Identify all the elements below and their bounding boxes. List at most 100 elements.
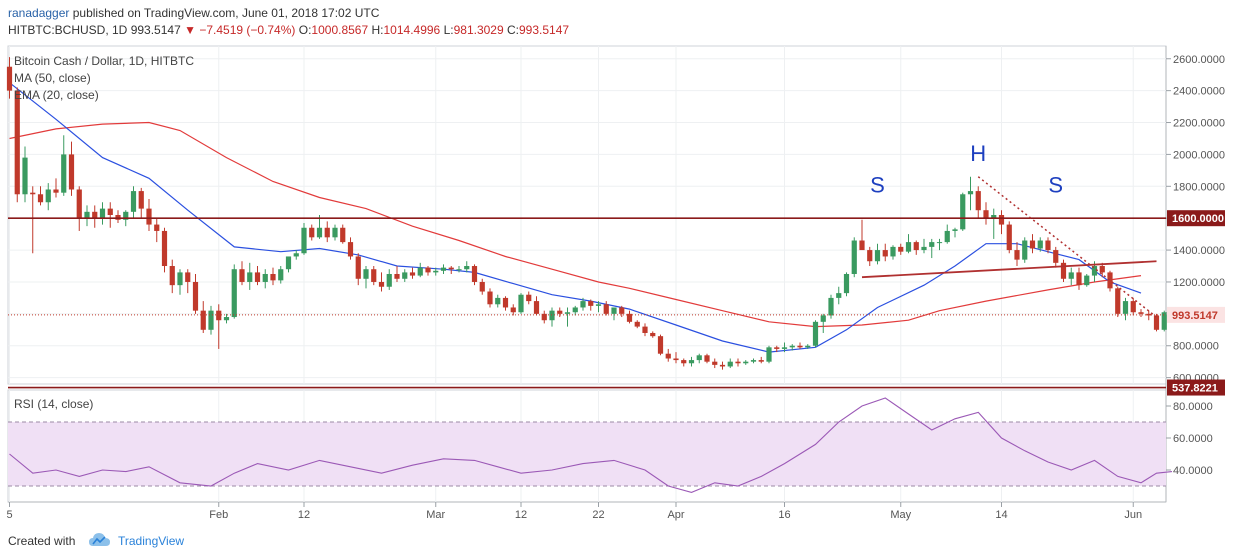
candle [278, 266, 284, 284]
close-label: C: [507, 23, 519, 37]
candle [1022, 237, 1028, 263]
candle-body [781, 347, 788, 349]
candle-body [952, 229, 958, 231]
last-price: 993.5147 [130, 23, 181, 37]
candle-body [975, 191, 981, 211]
candle-body [448, 267, 454, 270]
candle-body [61, 154, 67, 193]
pattern-label: S [1048, 173, 1063, 198]
candle-body [107, 208, 113, 215]
candle-body [1068, 272, 1074, 279]
candle [766, 345, 772, 364]
candle-body [6, 66, 13, 91]
candle [495, 294, 501, 308]
candle [22, 146, 28, 203]
candle [681, 358, 687, 367]
candle [533, 296, 540, 316]
candle-body [192, 281, 199, 311]
candle-body [223, 317, 230, 321]
resistance-price-tag: 1600.0000 [1167, 210, 1225, 227]
chart-canvas[interactable]: S H S 2600.0000 2400.0000 2200.0000 2000.0000… [0, 0, 1236, 528]
drawn-trendlines[interactable] [8, 176, 1166, 389]
candle [572, 305, 578, 316]
candle-body [161, 230, 168, 267]
candle [402, 269, 408, 282]
candle-body [1122, 301, 1129, 314]
candle [588, 299, 594, 311]
candle [487, 288, 493, 308]
candle-body [533, 301, 540, 314]
candle [603, 301, 609, 316]
candle [76, 186, 82, 231]
candle-body [479, 281, 485, 292]
candle [84, 205, 90, 227]
candle-body [293, 253, 299, 257]
candle-body [526, 294, 532, 302]
tradingview-cloud-icon[interactable] [88, 530, 112, 552]
candle-body [789, 345, 795, 348]
candle-body [347, 242, 354, 257]
candle-body [1022, 240, 1028, 260]
published-text: published on TradingView.com, June 01, 2… [72, 6, 380, 20]
candle [580, 297, 586, 311]
candle [1115, 286, 1121, 318]
ma50-path [9, 121, 1142, 328]
candle [99, 202, 106, 225]
candle [340, 224, 346, 244]
price-tick-label: 2600.0000 [1173, 54, 1225, 66]
candle-body [1138, 312, 1144, 314]
author-username[interactable]: ranadagger [8, 6, 70, 20]
candle [386, 269, 392, 290]
tradingview-brand[interactable]: TradingView [118, 534, 185, 548]
candle [851, 237, 857, 278]
candle-body [1099, 266, 1105, 273]
candle [774, 345, 780, 353]
candle-body [37, 194, 44, 203]
candle-body [146, 208, 152, 225]
candle-body [1084, 275, 1090, 286]
current-price-tag: 993.5147 [1167, 306, 1225, 323]
candle [549, 307, 555, 327]
close-value: 993.5147 [519, 23, 570, 37]
candle [564, 307, 571, 327]
candle [882, 243, 888, 262]
candle [254, 266, 261, 286]
candle [130, 186, 137, 219]
candle [293, 250, 299, 260]
ema20-legend: EMA (20, close) [14, 88, 99, 102]
candle-body [99, 208, 106, 219]
candle-body [859, 240, 865, 251]
high-label: H: [371, 23, 384, 37]
candle-body [882, 250, 888, 257]
footer: Created with TradingView [0, 528, 1236, 558]
candle-body [301, 227, 307, 254]
time-tick-label: 14 [995, 509, 1007, 521]
candle [665, 348, 671, 362]
candle [595, 301, 602, 313]
candle [673, 352, 679, 364]
candle [208, 305, 214, 335]
candle-body [169, 266, 175, 286]
ma50-line [9, 121, 1142, 328]
candle [797, 342, 803, 349]
candle [1107, 270, 1113, 292]
candle [944, 224, 950, 244]
candle-body [1115, 288, 1121, 314]
candle [138, 187, 144, 219]
candle [1006, 221, 1012, 254]
time-axis: 5 Feb 12 Mar 12 22 Apr 16 May 14 Jun [6, 502, 1142, 521]
candle [61, 135, 67, 196]
candle-body [944, 230, 950, 243]
candle [456, 266, 462, 273]
ma50-legend: MA (50, close) [14, 71, 91, 85]
candle [301, 222, 307, 255]
candle [936, 238, 943, 251]
candle [479, 278, 485, 295]
candle-body [580, 301, 586, 308]
ema20-path [9, 82, 1142, 353]
candle-body [177, 272, 183, 286]
rsi-tick-label: 40.0000 [1173, 465, 1213, 477]
candle-body [53, 189, 59, 193]
candle-body [92, 211, 98, 219]
candle [983, 202, 989, 225]
